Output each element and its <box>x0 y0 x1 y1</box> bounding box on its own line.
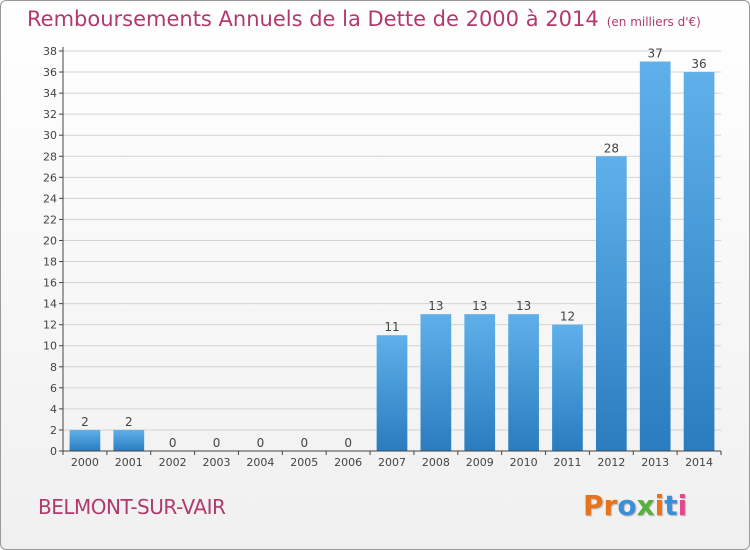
y-tick-label: 4 <box>50 403 57 416</box>
y-tick-label: 6 <box>50 382 57 395</box>
data-label-2006: 0 <box>344 436 352 450</box>
logo-letter: o <box>617 489 637 522</box>
x-tick-label-2002: 2002 <box>159 456 187 469</box>
data-label-2007: 11 <box>384 320 399 334</box>
place-name: BELMONT-SUR-VAIR <box>38 495 226 519</box>
y-tick-label: 2 <box>50 424 57 437</box>
bar-2010 <box>508 314 539 451</box>
data-label-2001: 2 <box>125 415 133 429</box>
y-tick-label: 12 <box>43 319 57 332</box>
x-tick-label-2012: 2012 <box>597 456 625 469</box>
y-tick-label: 32 <box>43 108 57 121</box>
y-tick-label: 34 <box>43 87 57 100</box>
x-tick-label-2011: 2011 <box>553 456 581 469</box>
bar-2000 <box>69 429 101 451</box>
proxiti-logo: Proxiti <box>583 489 687 522</box>
data-label-2014: 36 <box>691 57 706 71</box>
x-tick-label-2003: 2003 <box>203 456 231 469</box>
data-label-2008: 13 <box>428 299 443 313</box>
title-row: Remboursements Annuels de la Dette de 20… <box>27 7 701 31</box>
data-label-2013: 37 <box>648 47 663 61</box>
logo-letter: r <box>603 489 618 522</box>
x-tick-label-2008: 2008 <box>422 456 450 469</box>
bars <box>69 61 715 452</box>
y-tick-label: 8 <box>50 361 57 374</box>
data-label-2011: 12 <box>560 310 575 324</box>
x-tick-label-2004: 2004 <box>246 456 274 469</box>
y-tick-label: 28 <box>43 150 57 163</box>
logo-letter: t <box>664 489 678 522</box>
x-tick-label-2010: 2010 <box>510 456 538 469</box>
x-tick-label-2014: 2014 <box>685 456 713 469</box>
y-tick-label: 38 <box>43 45 57 58</box>
logo-letter: i <box>677 489 688 522</box>
data-labels: 2 2 0 0 0 0 0 11 13 13 13 12 28 37 36 <box>81 47 707 450</box>
logo-letter: P <box>583 489 604 522</box>
x-tick-label-2007: 2007 <box>378 456 406 469</box>
x-tick-label-2000: 2000 <box>71 456 99 469</box>
bar-2001 <box>113 429 145 451</box>
x-tick-label-2005: 2005 <box>290 456 318 469</box>
data-label-2003: 0 <box>213 436 221 450</box>
bar-2011 <box>552 324 583 451</box>
logo-letter: x <box>636 489 655 522</box>
chart-title: Remboursements Annuels de la Dette de 20… <box>27 7 599 31</box>
y-tick-label: 36 <box>43 66 57 79</box>
y-tick-label: 22 <box>43 213 57 226</box>
x-tick-label-2006: 2006 <box>334 456 362 469</box>
y-tick-label: 24 <box>43 192 57 205</box>
data-label-2012: 28 <box>604 141 619 155</box>
bar-2008 <box>420 314 452 451</box>
chart-subtitle: (en milliers d'€) <box>606 15 701 29</box>
y-tick-label: 20 <box>43 234 57 247</box>
y-tick-label: 30 <box>43 129 57 142</box>
y-tick-label: 14 <box>43 298 57 311</box>
y-tick-label: 26 <box>43 171 57 184</box>
bar-2007 <box>376 335 408 451</box>
y-tick-label: 0 <box>50 445 57 458</box>
data-label-2000: 2 <box>81 415 89 429</box>
data-label-2010: 13 <box>516 299 531 313</box>
data-label-2002: 0 <box>169 436 177 450</box>
logo-letter: i <box>654 489 665 522</box>
y-tick-label: 18 <box>43 256 57 269</box>
y-tick-label: 10 <box>43 340 57 353</box>
bar-2012 <box>595 156 627 451</box>
data-label-2004: 0 <box>257 436 265 450</box>
bar-2013 <box>639 61 671 452</box>
x-tick-label-2009: 2009 <box>466 456 494 469</box>
x-tick-label-2013: 2013 <box>641 456 669 469</box>
bar-2009 <box>464 314 496 451</box>
y-tick-label: 16 <box>43 277 57 290</box>
data-label-2009: 13 <box>472 299 487 313</box>
data-label-2005: 0 <box>300 436 308 450</box>
x-tick-label-2001: 2001 <box>115 456 143 469</box>
bar-2014 <box>683 72 715 451</box>
